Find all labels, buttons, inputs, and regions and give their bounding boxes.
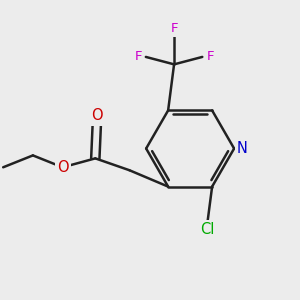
Text: F: F [134,50,142,63]
Text: Cl: Cl [200,222,215,237]
Text: O: O [57,160,68,175]
Text: N: N [237,141,248,156]
Text: F: F [206,50,214,63]
Text: F: F [170,22,178,35]
Text: O: O [91,108,103,123]
